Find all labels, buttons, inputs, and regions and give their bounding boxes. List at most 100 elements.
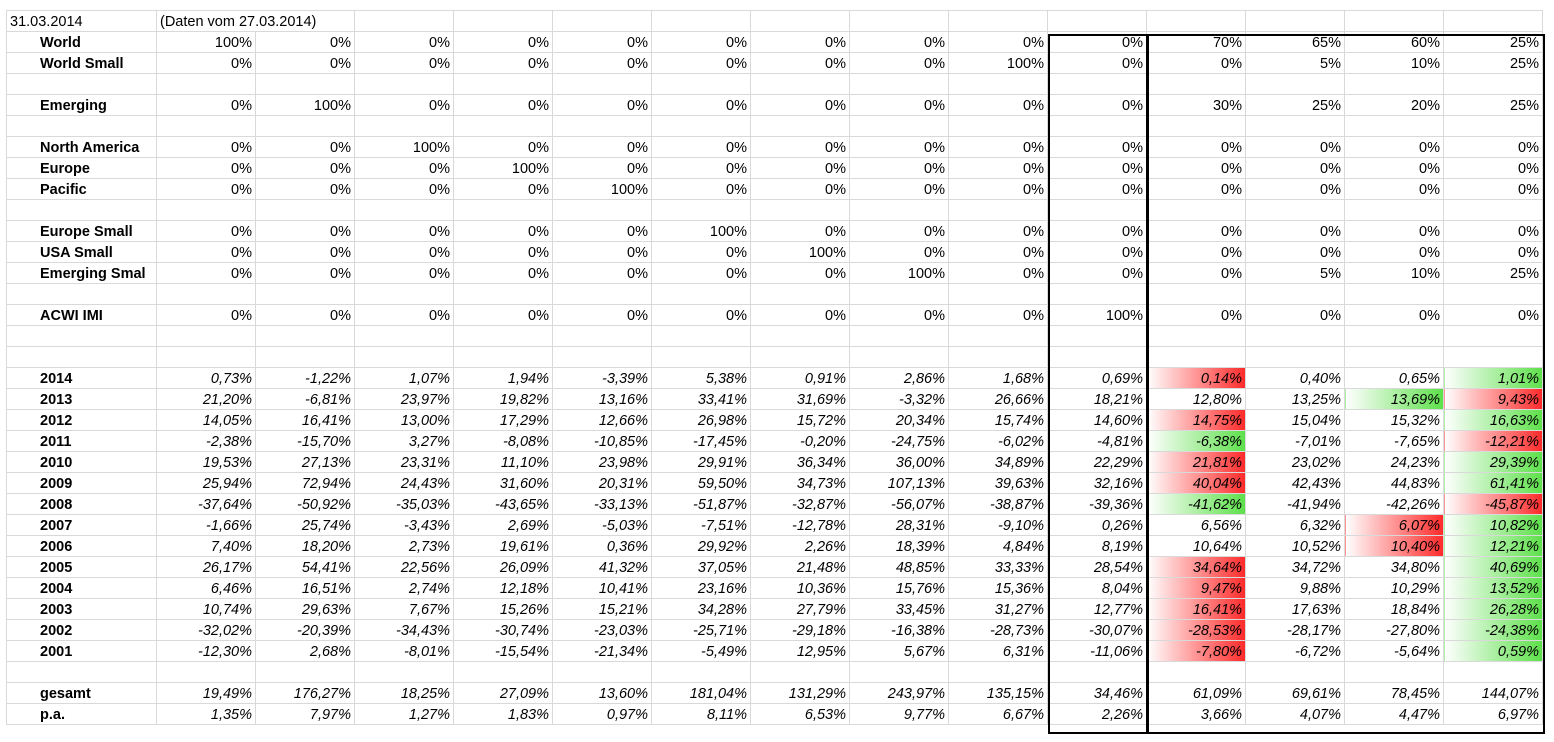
value-cell[interactable]: -33,13% [552, 493, 652, 515]
empty-cell[interactable] [1344, 325, 1444, 347]
value-cell[interactable]: -35,03% [354, 493, 454, 515]
value-cell[interactable]: 20,34% [849, 409, 949, 431]
value-cell[interactable]: -38,87% [948, 493, 1048, 515]
row-label[interactable]: ACWI IMI [6, 304, 157, 326]
value-cell[interactable]: -1,22% [255, 367, 355, 389]
value-cell[interactable]: -2,38% [156, 430, 256, 452]
row-label[interactable]: 2006 [6, 535, 157, 557]
value-cell[interactable]: 19,49% [156, 682, 256, 704]
highlighted-value-cell[interactable]: -7,80% [1146, 640, 1246, 662]
value-cell[interactable]: 0% [354, 52, 454, 74]
highlighted-value-cell[interactable]: 16,41% [1146, 598, 1246, 620]
empty-cell[interactable] [651, 346, 751, 368]
row-label[interactable]: Europe Small [6, 220, 157, 242]
value-cell[interactable]: 27,79% [750, 598, 850, 620]
value-cell[interactable]: 0% [1146, 136, 1246, 158]
value-cell[interactable]: 34,46% [1047, 682, 1147, 704]
empty-cell[interactable] [453, 199, 553, 221]
value-cell[interactable]: 7,40% [156, 535, 256, 557]
value-cell[interactable]: 0% [552, 220, 652, 242]
row-label[interactable]: 2013 [6, 388, 157, 410]
value-cell[interactable]: 0% [849, 220, 949, 242]
value-cell[interactable]: 1,07% [354, 367, 454, 389]
highlighted-value-cell[interactable]: 26,28% [1443, 598, 1543, 620]
highlighted-value-cell[interactable]: -6,38% [1146, 430, 1246, 452]
row-label[interactable]: Pacific [6, 178, 157, 200]
value-cell[interactable]: 2,26% [1047, 703, 1147, 725]
value-cell[interactable]: 11,10% [453, 451, 553, 473]
highlighted-value-cell[interactable]: 9,47% [1146, 577, 1246, 599]
empty-cell[interactable] [354, 10, 454, 32]
empty-cell[interactable] [750, 199, 850, 221]
value-cell[interactable]: 13,00% [354, 409, 454, 431]
highlighted-value-cell[interactable]: -28,53% [1146, 619, 1246, 641]
value-cell[interactable]: 78,45% [1344, 682, 1444, 704]
value-cell[interactable]: -25,71% [651, 619, 751, 641]
value-cell[interactable]: 0% [255, 157, 355, 179]
value-cell[interactable]: -51,87% [651, 493, 751, 515]
value-cell[interactable]: 29,63% [255, 598, 355, 620]
value-cell[interactable]: 5% [1245, 52, 1345, 74]
value-cell[interactable]: 17,63% [1245, 598, 1345, 620]
empty-cell[interactable] [948, 346, 1048, 368]
value-cell[interactable]: 0% [453, 220, 553, 242]
value-cell[interactable]: 0% [1047, 31, 1147, 53]
value-cell[interactable]: 15,74% [948, 409, 1048, 431]
row-label[interactable]: 2005 [6, 556, 157, 578]
value-cell[interactable]: -34,43% [354, 619, 454, 641]
value-cell[interactable]: -9,10% [948, 514, 1048, 536]
value-cell[interactable]: 0% [849, 52, 949, 74]
value-cell[interactable]: 0% [156, 94, 256, 116]
value-cell[interactable]: 0% [849, 304, 949, 326]
empty-cell[interactable] [948, 283, 1048, 305]
value-cell[interactable]: 0% [651, 304, 751, 326]
value-cell[interactable]: 23,02% [1245, 451, 1345, 473]
value-cell[interactable]: -6,81% [255, 388, 355, 410]
value-cell[interactable]: -1,66% [156, 514, 256, 536]
value-cell[interactable]: 29,91% [651, 451, 751, 473]
value-cell[interactable]: 135,15% [948, 682, 1048, 704]
row-label[interactable]: 2009 [6, 472, 157, 494]
empty-cell[interactable] [255, 661, 355, 683]
value-cell[interactable]: -3,39% [552, 367, 652, 389]
value-cell[interactable]: 23,16% [651, 577, 751, 599]
value-cell[interactable]: 25% [1443, 52, 1543, 74]
empty-cell[interactable] [750, 346, 850, 368]
value-cell[interactable]: 26,98% [651, 409, 751, 431]
value-cell[interactable]: 0% [156, 157, 256, 179]
empty-cell[interactable] [453, 661, 553, 683]
value-cell[interactable]: -37,64% [156, 493, 256, 515]
value-cell[interactable]: 6,46% [156, 577, 256, 599]
value-cell[interactable]: 25,74% [255, 514, 355, 536]
value-cell[interactable]: 23,98% [552, 451, 652, 473]
empty-cell[interactable] [1047, 325, 1147, 347]
value-cell[interactable]: 0% [849, 157, 949, 179]
value-cell[interactable]: 0% [255, 304, 355, 326]
value-cell[interactable]: 19,61% [453, 535, 553, 557]
value-cell[interactable]: 0% [453, 136, 553, 158]
value-cell[interactable]: -23,03% [552, 619, 652, 641]
value-cell[interactable]: 0% [354, 304, 454, 326]
row-label[interactable]: 2011 [6, 430, 157, 452]
value-cell[interactable]: 10,64% [1146, 535, 1246, 557]
value-cell[interactable]: 0% [552, 31, 652, 53]
value-cell[interactable]: 0% [255, 31, 355, 53]
empty-cell[interactable] [552, 283, 652, 305]
empty-cell[interactable] [354, 661, 454, 683]
empty-cell[interactable] [1146, 73, 1246, 95]
empty-cell[interactable] [750, 115, 850, 137]
value-cell[interactable]: 0% [750, 304, 850, 326]
value-cell[interactable]: -7,01% [1245, 430, 1345, 452]
empty-cell[interactable] [552, 346, 652, 368]
value-cell[interactable]: -7,51% [651, 514, 751, 536]
row-label[interactable]: 2004 [6, 577, 157, 599]
value-cell[interactable]: 12,80% [1146, 388, 1246, 410]
empty-cell[interactable] [1047, 283, 1147, 305]
value-cell[interactable]: 18,20% [255, 535, 355, 557]
empty-cell[interactable] [453, 346, 553, 368]
value-cell[interactable]: -17,45% [651, 430, 751, 452]
value-cell[interactable]: 10,36% [750, 577, 850, 599]
value-cell[interactable]: 0% [354, 178, 454, 200]
empty-cell[interactable] [1047, 661, 1147, 683]
empty-cell[interactable] [750, 10, 850, 32]
